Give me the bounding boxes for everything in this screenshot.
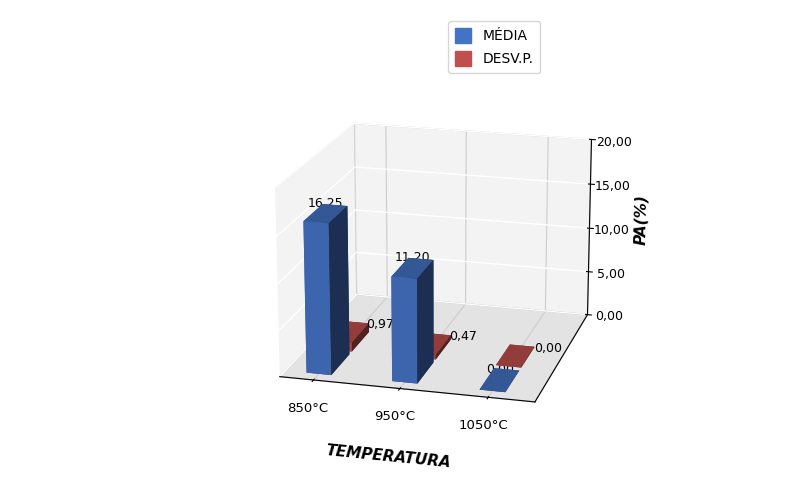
X-axis label: TEMPERATURA: TEMPERATURA [325, 443, 451, 470]
Legend: MÉDIA, DESV.P.: MÉDIA, DESV.P. [448, 21, 540, 73]
